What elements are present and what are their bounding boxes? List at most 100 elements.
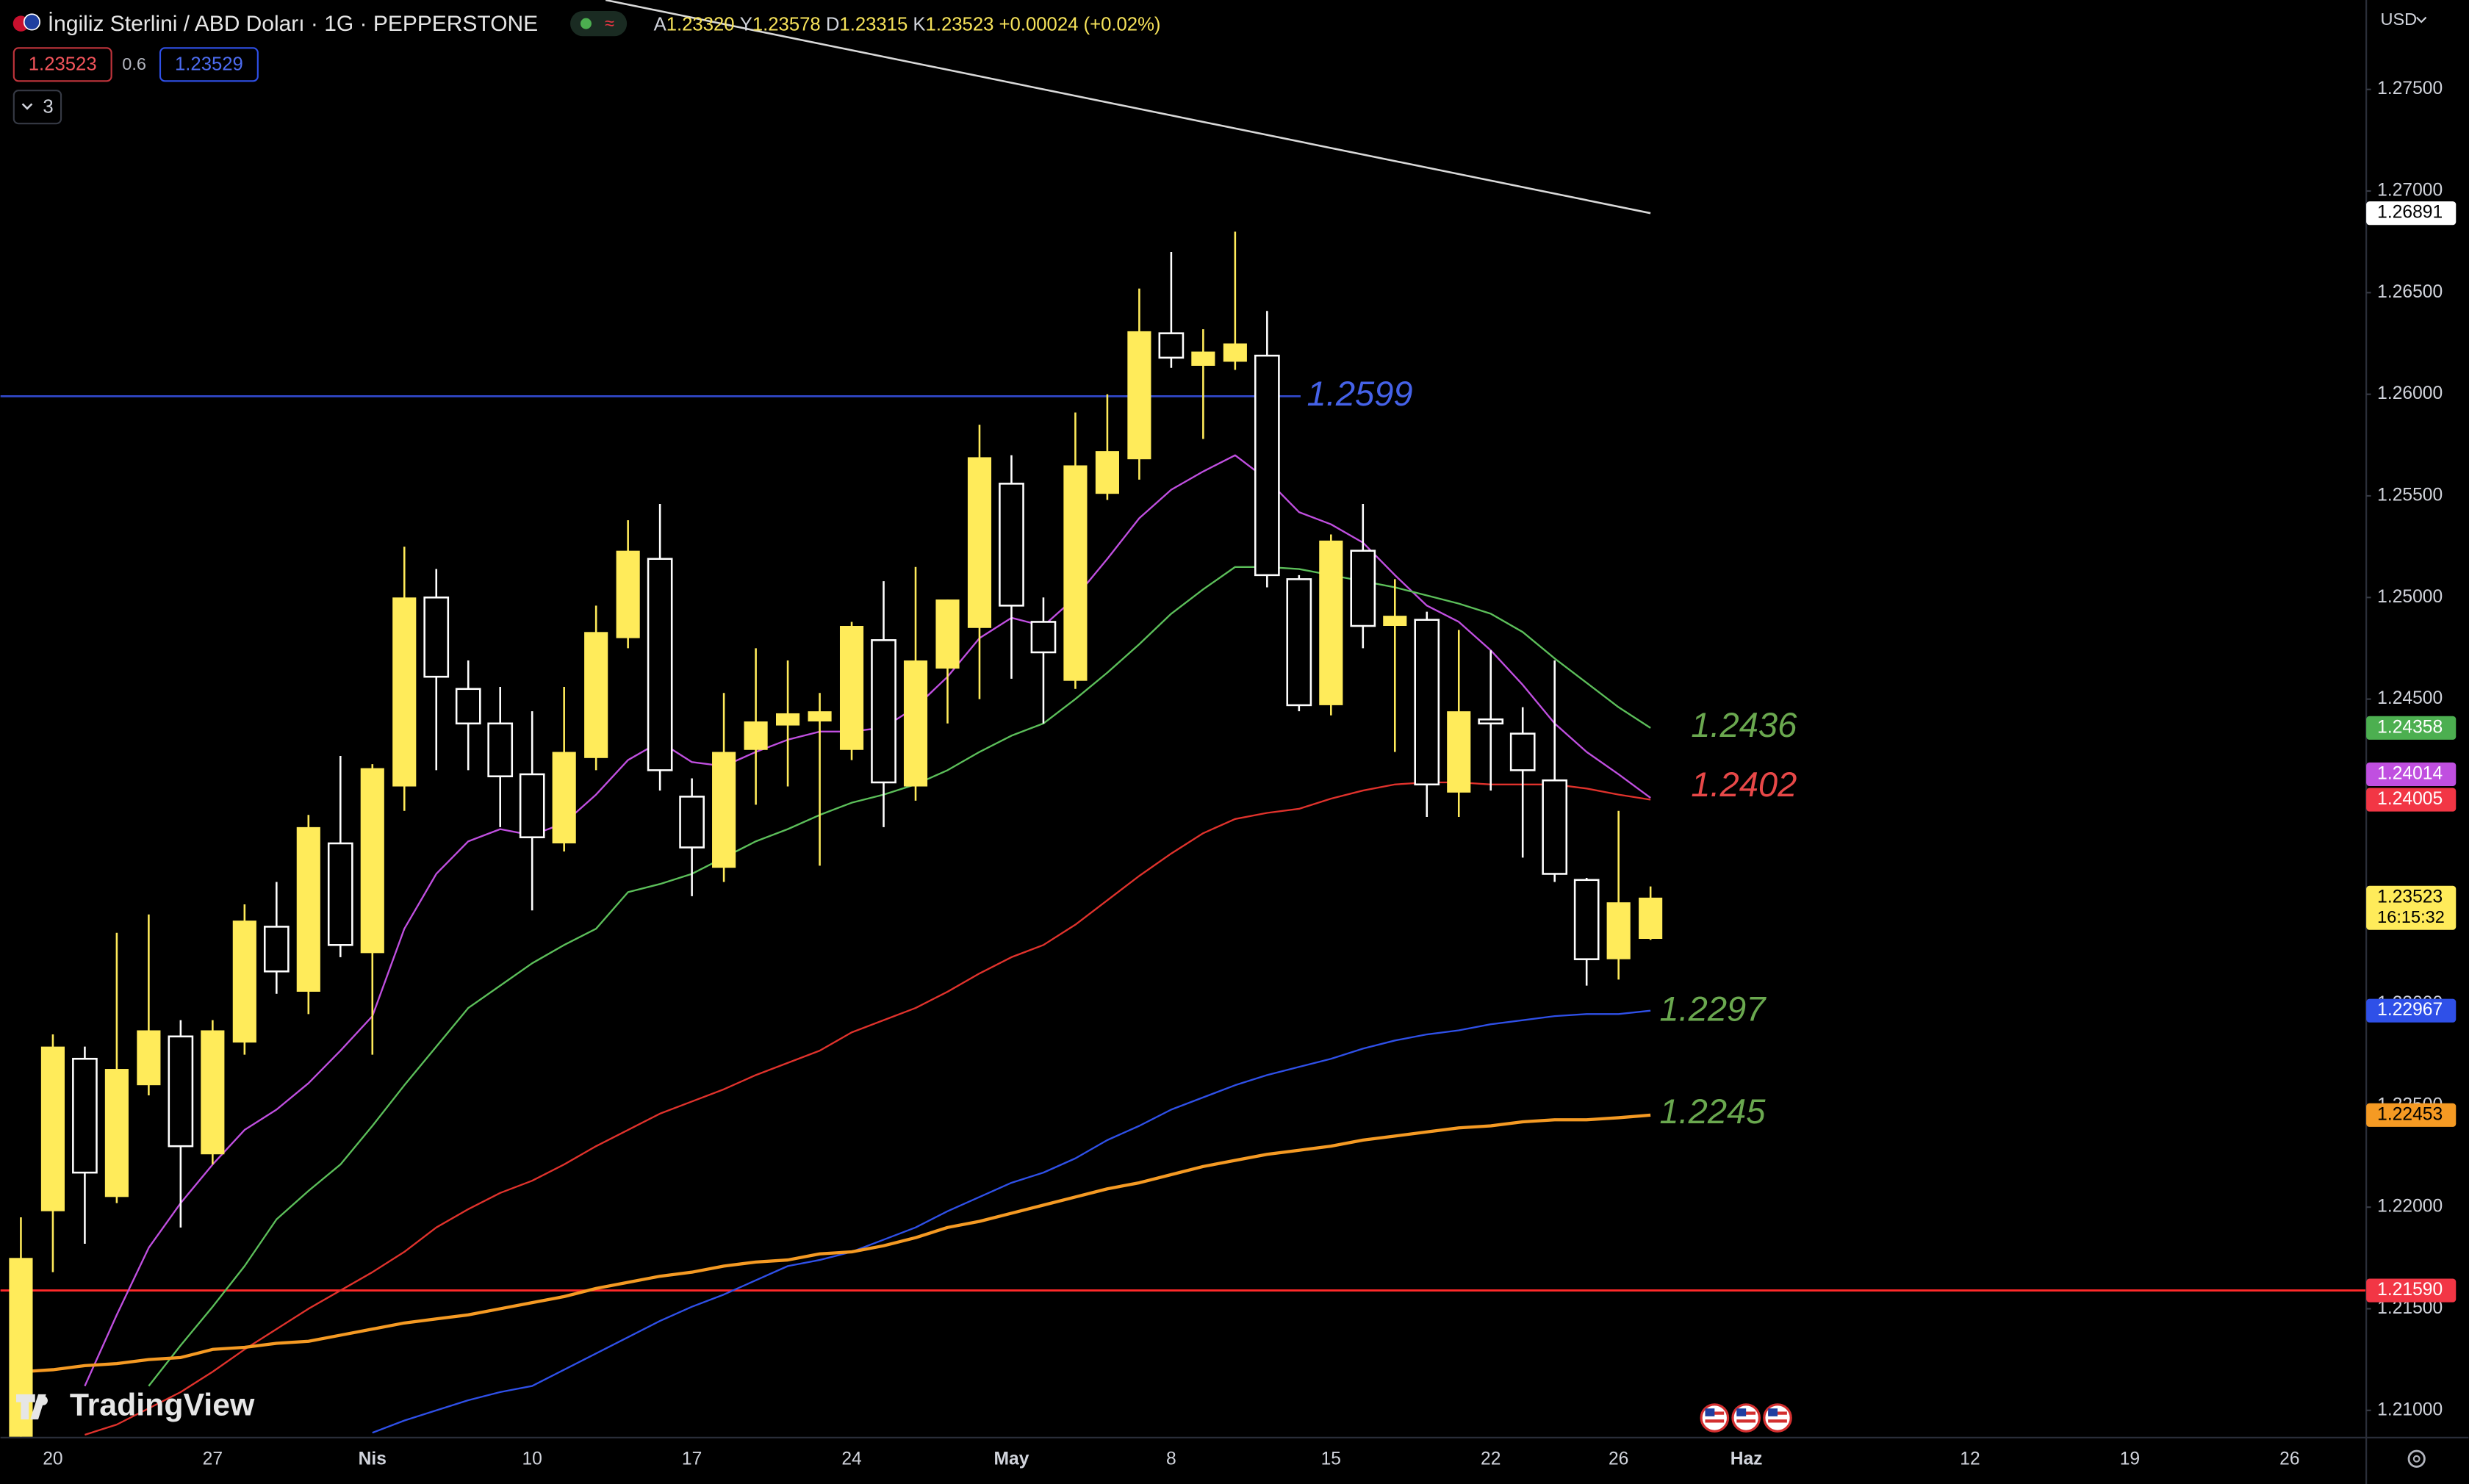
trend-line: [605, 0, 1651, 215]
candle-body: [1127, 331, 1151, 460]
countdown: 16:15:32: [2377, 907, 2445, 926]
candle-body: [455, 688, 481, 725]
ohlc-key: Y: [740, 14, 752, 35]
candle-body: [647, 558, 673, 771]
level-annotation: 1.2402: [1691, 765, 1797, 804]
logo-text: TradingView: [70, 1387, 255, 1422]
candle-body: [1030, 621, 1057, 654]
legend-header: İngiliz Sterlini / ABD Doları · 1G · PEP…: [12, 10, 1161, 125]
price-label: 1.26891: [2377, 203, 2443, 223]
x-tick-label: 26: [2279, 1449, 2299, 1469]
candle-body: [232, 921, 256, 1043]
y-tick-label: 1.27500: [2377, 79, 2443, 98]
level-annotation: 1.2436: [1691, 705, 1797, 744]
chevron: [2415, 16, 2427, 24]
ohlc-change: +0.00024 (+0.02%): [999, 14, 1161, 35]
x-tick-label: May: [994, 1449, 1029, 1469]
x-tick-label: 20: [43, 1449, 62, 1469]
candle-body: [1063, 465, 1088, 681]
symbol-title[interactable]: İngiliz Sterlini / ABD Doları · 1G · PEP…: [48, 12, 538, 36]
candle-body: [616, 550, 640, 638]
level-annotation: 1.2245: [1659, 1092, 1766, 1131]
event-flag[interactable]: [1731, 1403, 1761, 1433]
candle-body: [360, 768, 384, 954]
buy-price: 1.23529: [175, 54, 243, 75]
candle-body: [1383, 616, 1407, 627]
ma-line: [148, 566, 1651, 1387]
y-tick-label: 1.24500: [2377, 688, 2443, 708]
y-tick-label: 1.21000: [2377, 1400, 2443, 1419]
market-status: [580, 18, 592, 29]
price-label: 1.22967: [2377, 1000, 2443, 1020]
sell-button[interactable]: [12, 47, 112, 82]
event-flag[interactable]: [1763, 1403, 1792, 1433]
level-annotation: 1.2599: [1307, 374, 1413, 413]
ohlc-value: 1.23523: [926, 14, 994, 35]
candle-body: [1542, 779, 1568, 875]
candle-body: [1095, 451, 1119, 494]
candle-body: [487, 722, 514, 777]
candle-body: [9, 1258, 33, 1437]
status-icon: ≈: [605, 13, 614, 32]
y-tick-label: 1.22000: [2377, 1197, 2443, 1217]
price-label: 1.24358: [2377, 717, 2443, 737]
y-tick-label: 1.25000: [2377, 587, 2443, 607]
y-tick-label: 1.27000: [2377, 181, 2443, 201]
candle-body: [1158, 332, 1185, 359]
ohlc-value: 1.23578: [752, 14, 821, 35]
candle-body: [519, 773, 545, 838]
ma-line: [84, 454, 1651, 1387]
candle-body: [1414, 619, 1440, 786]
candle-body: [1350, 550, 1376, 627]
event-flag[interactable]: [1700, 1403, 1730, 1433]
candle-body: [1191, 351, 1215, 366]
price-label-box: [2366, 1103, 2457, 1127]
candle-body: [263, 926, 290, 973]
status-pill[interactable]: [570, 10, 628, 37]
candle-body: [168, 1035, 194, 1148]
candle-body: [999, 483, 1024, 607]
ohlc-values: A1.23320 Y1.23578 D1.23315 K1.23523 +0.0…: [654, 14, 1161, 35]
x-tick-label: Haz: [1731, 1449, 1763, 1469]
settings-button[interactable]: [2407, 1449, 2426, 1468]
candle-body: [40, 1046, 65, 1211]
price-label-box: [2366, 885, 2457, 930]
candle-body: [1573, 879, 1600, 960]
y-tick-label: 1.26000: [2377, 383, 2443, 403]
candle-body: [104, 1069, 129, 1197]
price-label-box: [2366, 1278, 2457, 1303]
x-tick-label: Nis: [359, 1449, 387, 1469]
x-tick-label: 15: [1321, 1449, 1341, 1469]
price-label: 1.22453: [2377, 1104, 2443, 1124]
level-annotation: 1.2297: [1659, 989, 1767, 1028]
indicators-toggle[interactable]: [12, 90, 62, 125]
currency-selector[interactable]: USD: [2380, 10, 2417, 29]
candle-body: [1478, 718, 1504, 725]
candle-body: [552, 752, 576, 843]
candle-body: [137, 1030, 161, 1086]
price-label: 1.24014: [2377, 763, 2443, 783]
ma-line: [21, 1113, 1651, 1374]
candle-body: [1254, 354, 1280, 577]
x-tick-label: 19: [2120, 1449, 2140, 1469]
price-label-box: [2366, 788, 2457, 812]
candle-body: [712, 752, 736, 868]
logo: TradingView: [16, 1387, 255, 1422]
overlay: 1.2599 1.2436 1.2402 1.2297 1.2245: [1307, 374, 1798, 1131]
price-label: 1.23523: [2377, 887, 2443, 907]
sell-price: 1.23523: [29, 54, 97, 75]
buy-button[interactable]: [159, 47, 259, 82]
price-axis: 1.210001.215001.220001.225001.230001.235…: [2366, 79, 2457, 1419]
chevron: [21, 103, 33, 110]
ohlc-value: 1.23320: [666, 14, 735, 35]
candle-body: [201, 1030, 225, 1155]
price-label-box: [2366, 998, 2457, 1023]
candle-body: [423, 596, 450, 678]
candle-body: [1319, 540, 1343, 705]
y-tick-label: 1.26500: [2377, 282, 2443, 302]
candle-body: [584, 632, 608, 758]
indicators-count: 3: [43, 97, 53, 118]
x-tick-label: 12: [1960, 1449, 1980, 1469]
